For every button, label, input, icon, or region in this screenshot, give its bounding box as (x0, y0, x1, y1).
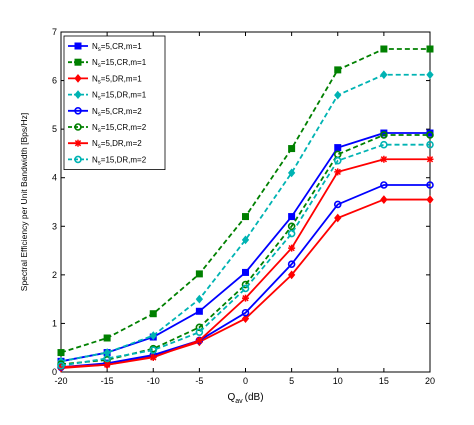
data-point (426, 140, 434, 149)
x-tick-label: 15 (379, 376, 389, 386)
data-point (242, 268, 249, 276)
plot-area: -20 -15 -10 -5 0 5 10 15 20 0 1 2 3 4 5 6 7 (52, 27, 435, 386)
x-tick-label: 0 (243, 376, 248, 386)
y-tick-label: 4 (52, 173, 57, 183)
data-point (287, 222, 296, 231)
x-tick-label: -15 (101, 376, 114, 386)
legend-marker (74, 58, 82, 66)
y-tick-label: 7 (52, 27, 57, 37)
data-point (426, 181, 434, 189)
x-tick-label: 5 (289, 376, 294, 386)
y-tick-label: 6 (52, 76, 57, 86)
legend-label: Ns=15,CR,m=1 (92, 58, 147, 69)
data-point (426, 195, 434, 204)
data-point (241, 308, 250, 317)
data-point (195, 336, 203, 344)
data-point (195, 294, 204, 304)
data-point (241, 235, 250, 245)
legend-marker (74, 42, 82, 50)
y-axis-label: Spectral Efficiency per Unit Bandwidth [… (19, 113, 29, 291)
data-point (242, 294, 249, 302)
series-line-6 (60, 134, 430, 366)
legend-label: Ns=5,CR,m=2 (92, 107, 142, 118)
x-axis-label-subscript: av (235, 398, 243, 405)
data-point (195, 323, 204, 332)
data-point (334, 90, 342, 100)
x-tick-label: 20 (425, 376, 435, 386)
data-point (333, 200, 342, 209)
data-point (103, 361, 111, 369)
legend-marker (74, 139, 82, 147)
data-point (426, 45, 434, 53)
data-point (288, 213, 296, 221)
legend-label: Ns=5,DR,m=2 (92, 139, 142, 150)
legend-label: Ns=15,DR,m=1 (92, 91, 147, 102)
legend: Ns=5,CR,m=1 Ns=15,CR,m=1 Ns=5,DR,m=1 Ns=15,… (63, 35, 166, 171)
data-point (287, 168, 296, 178)
x-tick-label: -20 (54, 376, 67, 386)
series-line-4 (60, 73, 430, 363)
data-point (195, 307, 203, 315)
legend-marker (74, 107, 82, 115)
y-tick-label: 1 (52, 318, 57, 328)
data-point (287, 229, 296, 238)
legend-label: Ns=15,DR,m=2 (92, 155, 147, 166)
legend-label: Ns=5,CR,m=1 (92, 42, 142, 53)
legend-marker (74, 90, 82, 99)
data-point (426, 70, 434, 80)
data-point (149, 331, 157, 340)
data-point (288, 244, 296, 252)
x-axis-label: Qav (dB) (227, 392, 263, 405)
data-point (241, 284, 250, 293)
y-tick-label: 3 (52, 221, 57, 231)
data-point (380, 140, 388, 149)
x-tick-label: -10 (147, 376, 160, 386)
data-point (334, 213, 342, 223)
data-point (334, 66, 342, 74)
data-point (103, 354, 111, 363)
data-point (149, 353, 157, 361)
series-line-5 (60, 184, 430, 369)
data-point (426, 155, 434, 163)
data-point (57, 361, 65, 370)
data-point (334, 168, 342, 176)
legend-marker (74, 155, 82, 164)
legend-label: Ns=15,CR,m=2 (92, 123, 147, 134)
data-point (242, 213, 249, 221)
data-point (333, 156, 342, 165)
data-point (195, 328, 204, 336)
x-tick-label: -5 (195, 376, 203, 386)
legend-marker (74, 123, 82, 131)
legend-marker (74, 74, 82, 83)
series-line-7 (60, 158, 430, 369)
data-point (241, 314, 250, 323)
data-point (380, 155, 388, 163)
data-point (380, 45, 388, 53)
data-point (380, 195, 388, 204)
data-point (380, 131, 388, 139)
data-point (149, 346, 158, 354)
x-tick-label: 10 (333, 376, 343, 386)
data-point (380, 70, 388, 80)
x-axis-label-unit: (dB) (245, 392, 264, 403)
data-point (195, 270, 203, 278)
y-tick-label: 2 (52, 270, 57, 280)
data-point (334, 144, 342, 152)
data-point (57, 349, 65, 357)
x-axis-label-main: Q (227, 392, 235, 403)
data-point (426, 131, 434, 139)
y-tick-label: 5 (52, 124, 57, 134)
data-point (288, 145, 296, 153)
legend-label: Ns=5,DR,m=1 (92, 74, 142, 85)
data-point (287, 260, 296, 268)
data-point (103, 334, 111, 342)
legend-box (63, 35, 166, 171)
data-point (149, 310, 157, 318)
data-point (287, 270, 296, 280)
y-tick-label: 0 (52, 367, 57, 377)
data-point (380, 181, 388, 189)
